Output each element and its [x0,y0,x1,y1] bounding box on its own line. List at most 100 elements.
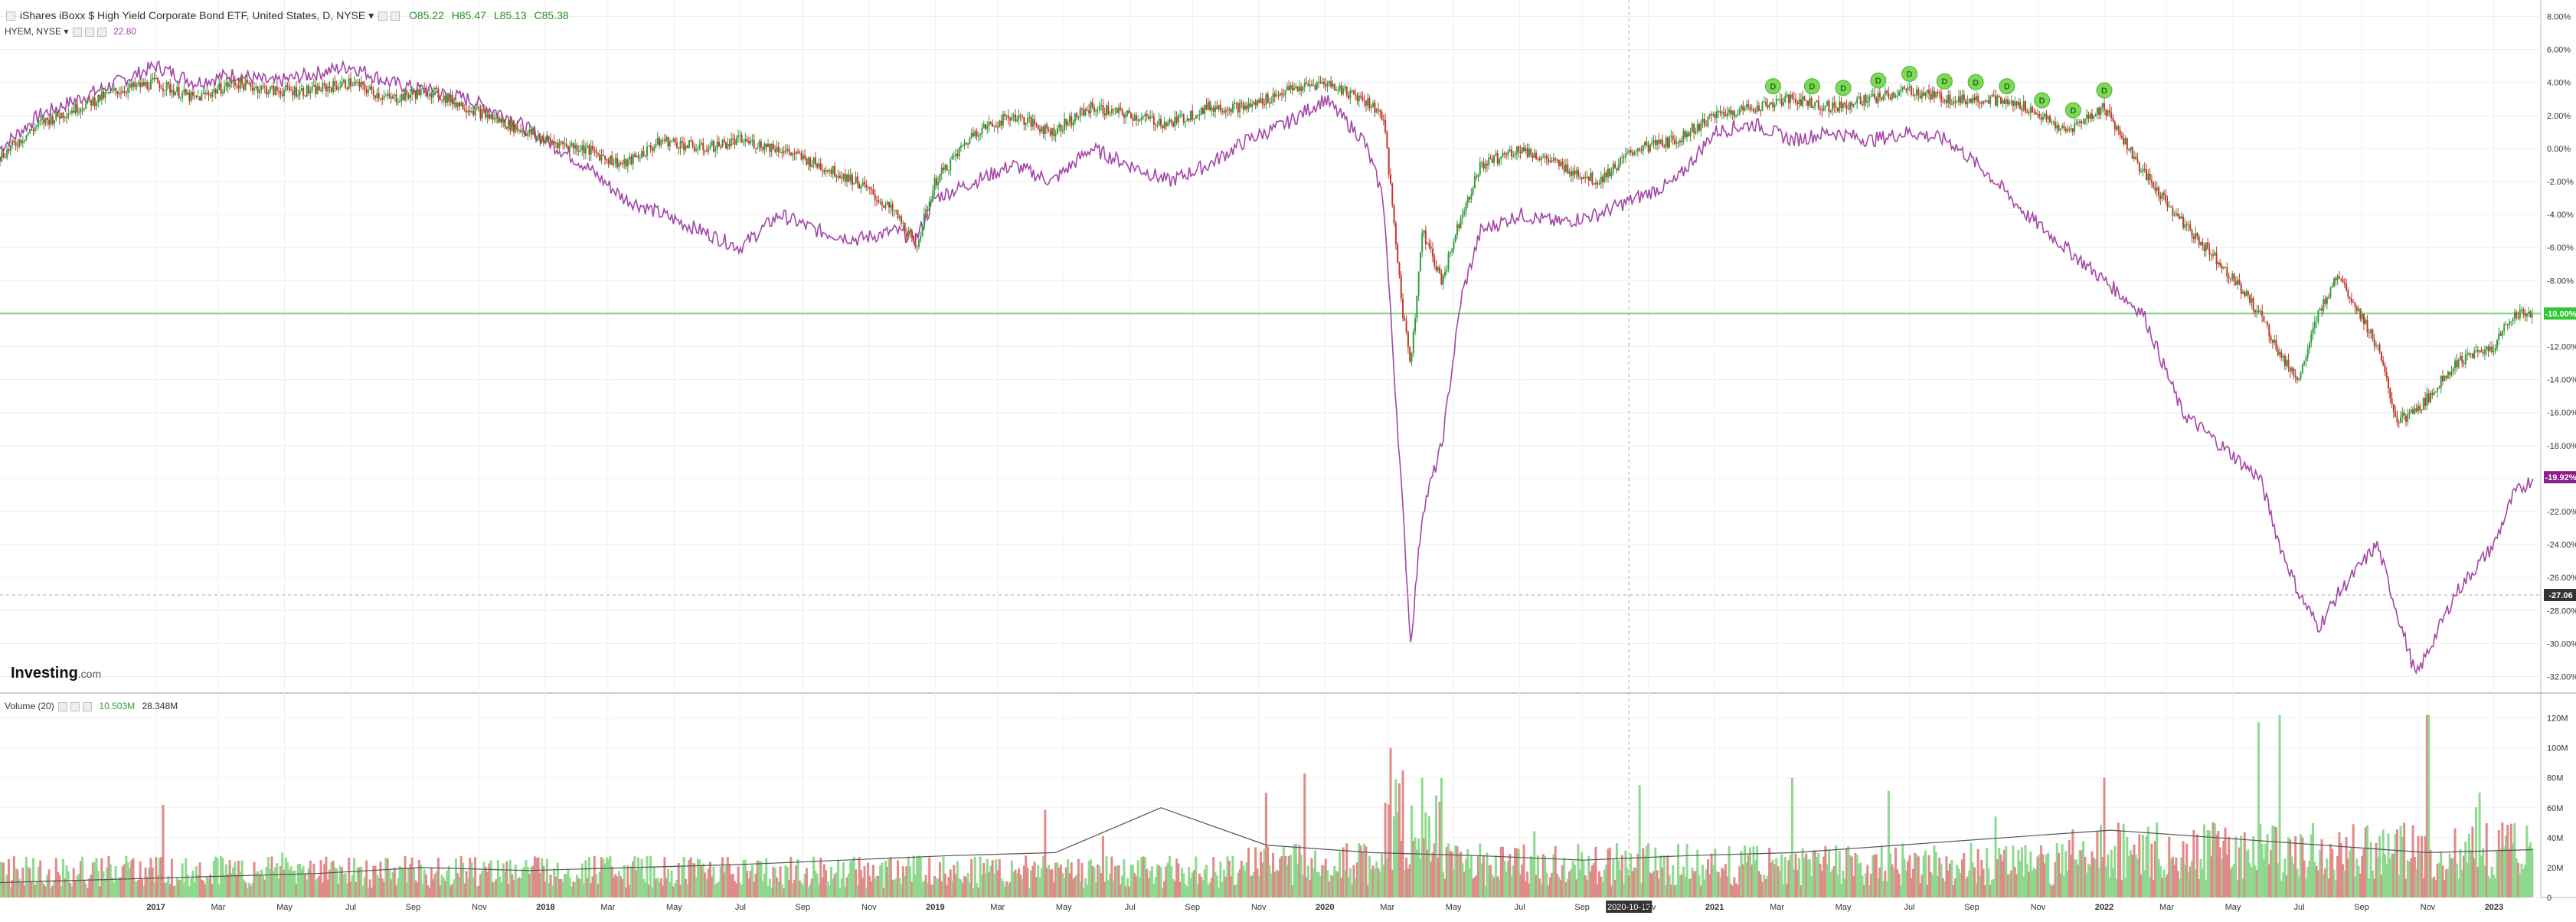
volume-bar [2471,826,2474,897]
volume-bar [1857,864,1860,897]
chart-header: iShares iBoxx $ High Yield Corporate Bon… [5,9,569,22]
eye-icon[interactable] [378,11,388,21]
volume-bar [44,886,47,897]
dividend-marker[interactable] [1999,78,2015,95]
compare-close-icon[interactable] [96,27,106,37]
compare-chevron-icon[interactable]: ▾ [64,26,69,37]
candle-body [1822,106,1825,111]
dividend-marker[interactable] [1870,72,1887,89]
volume-bar [1003,886,1006,897]
candle-body [746,139,748,142]
volume-bar [1728,845,1731,897]
volume-bar [2010,870,2013,897]
volume-bar [368,879,371,897]
candle-body [1209,101,1211,111]
volume-bar [737,866,740,897]
volume-bar [70,886,74,897]
candle-body [2373,338,2375,346]
candle-body [2517,317,2519,319]
candle-body [553,141,555,143]
volume-bar [1736,885,1739,897]
volume-bar [1953,878,1957,897]
candle-body [1652,140,1655,142]
candle-body [2035,112,2037,115]
dividend-marker[interactable] [2034,92,2051,109]
volume-bar [912,855,915,897]
dividend-marker[interactable] [1803,78,1820,95]
dividend-marker[interactable] [1936,73,1953,90]
x-tick-label: 2023 [2485,903,2503,912]
dividend-marker[interactable] [1901,66,1918,83]
volume-bar [2357,865,2360,897]
candle-body [1672,136,1674,140]
volume-bar [2304,878,2307,897]
candle-body [387,93,389,96]
dividend-marker[interactable] [1835,80,1852,96]
x-tick-label: Jul [1904,903,1915,912]
dividend-marker[interactable] [1764,78,1781,95]
volume-bar [234,861,237,897]
candle-body [299,90,301,96]
volume-settings-icon[interactable] [70,701,80,711]
volume-bar [1045,868,1048,897]
candle-body [432,89,434,98]
settings-icon[interactable] [391,11,400,21]
candle-body [2385,372,2388,378]
volume-bar [1817,853,1820,897]
dividend-marker[interactable] [2064,102,2081,119]
candle-body [812,157,815,165]
volume-bar [1808,858,1811,897]
candle-body [176,87,178,93]
volume-bar [508,859,512,897]
volume-bar [1487,865,1490,897]
candle-body [1983,101,1985,104]
candle-body [1757,105,1760,111]
compare-settings-icon[interactable] [84,27,94,37]
candle-body [2252,298,2254,311]
instrument-title: iShares iBoxx $ High Yield Corporate Bon… [19,9,366,21]
candle-body [1893,93,1895,97]
candle-body [490,114,492,119]
volume-bar [72,868,75,897]
candle-body [85,103,87,110]
candle-body [18,139,21,147]
dividend-marker[interactable] [2096,82,2113,99]
y-tick-label: 2.00% [2547,112,2571,121]
volume-bar [504,871,507,897]
volume-eye-icon[interactable] [58,701,68,711]
settings-chevron-icon[interactable]: ▾ [368,9,374,21]
candle-body [2007,99,2009,105]
volume-bar [1222,869,1225,897]
volume-bar [2482,848,2485,897]
candle-body [2219,262,2221,266]
candle-body [1481,162,1483,163]
volume-bar [1719,877,1722,897]
volume-bar [1494,855,1497,897]
candle-body [2098,107,2100,115]
candle-body [44,117,47,124]
candle-body [67,113,70,118]
candle-body [884,204,887,208]
volume-bar [2427,714,2431,897]
candle-body [1011,116,1013,121]
candle-body [1061,130,1064,132]
candle-body [2126,138,2128,150]
dividend-marker[interactable] [1967,74,1984,90]
candle-body [1114,108,1116,110]
candle-body [2120,135,2123,138]
candle-body [1812,106,1814,108]
candle-body [1651,142,1653,145]
candle-body [2203,245,2205,251]
candle-body [334,80,336,87]
volume-bar [2031,870,2034,897]
collapse-icon[interactable] [6,11,15,21]
volume-bar [2527,846,2530,897]
volume-close-icon[interactable] [83,701,93,711]
compare-eye-icon[interactable] [72,27,82,37]
volume-bar [2362,848,2365,897]
candle-body [362,81,364,84]
candle-body [2026,111,2028,113]
volume-bar [1012,871,1015,897]
volume-bar [663,857,666,897]
volume-bar [1734,882,1737,897]
